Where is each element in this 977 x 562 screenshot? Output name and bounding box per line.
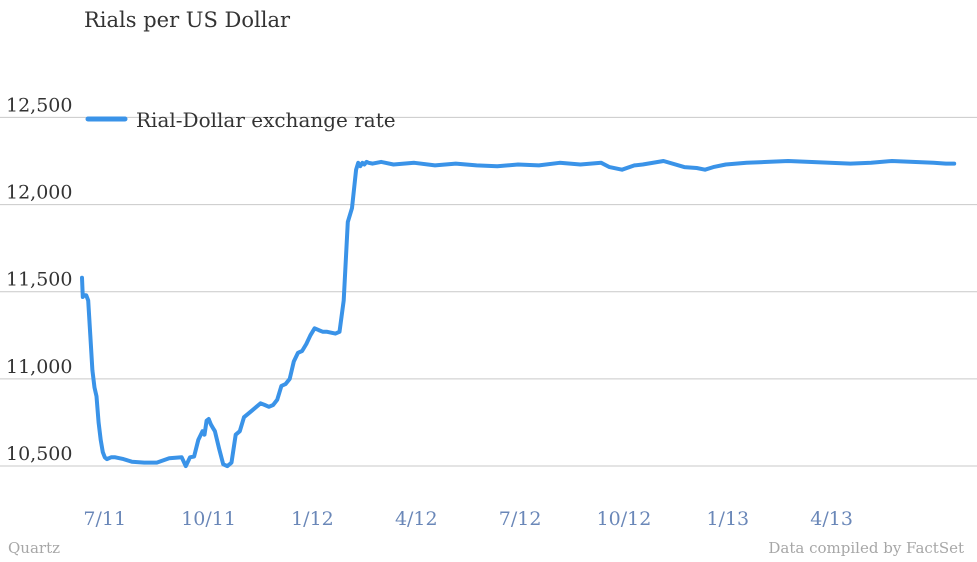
chart-title: Rials per US Dollar bbox=[84, 8, 291, 32]
x-tick-label: 4/12 bbox=[395, 508, 438, 530]
y-tick-label: 11,500 bbox=[6, 269, 72, 291]
x-tick-label: 1/12 bbox=[291, 508, 334, 530]
x-axis: 7/11 10/11 1/12 4/12 7/12 10/12 1/13 4/13 bbox=[83, 508, 853, 530]
x-tick-label: 10/12 bbox=[597, 508, 652, 530]
x-tick-label: 4/13 bbox=[810, 508, 853, 530]
y-axis: 10,500 11,000 11,500 12,000 12,500 bbox=[6, 94, 72, 465]
source-right: Data compiled by FactSet bbox=[768, 539, 964, 557]
series-line bbox=[80, 159, 957, 469]
series-layer bbox=[80, 159, 957, 469]
x-tick-label: 10/11 bbox=[181, 508, 236, 530]
x-tick-label: 7/12 bbox=[499, 508, 542, 530]
legend: Rial-Dollar exchange rate bbox=[85, 108, 396, 132]
y-tick-label: 10,500 bbox=[6, 443, 72, 465]
y-tick-label: 12,000 bbox=[6, 182, 72, 204]
x-tick-label: 7/11 bbox=[83, 508, 126, 530]
source-left: Quartz bbox=[8, 539, 60, 557]
legend-label: Rial-Dollar exchange rate bbox=[136, 108, 396, 132]
grid-layer bbox=[0, 116, 977, 467]
y-tick-label: 11,000 bbox=[6, 356, 72, 378]
y-tick-label: 12,500 bbox=[6, 94, 72, 116]
x-tick-label: 1/13 bbox=[706, 508, 749, 530]
